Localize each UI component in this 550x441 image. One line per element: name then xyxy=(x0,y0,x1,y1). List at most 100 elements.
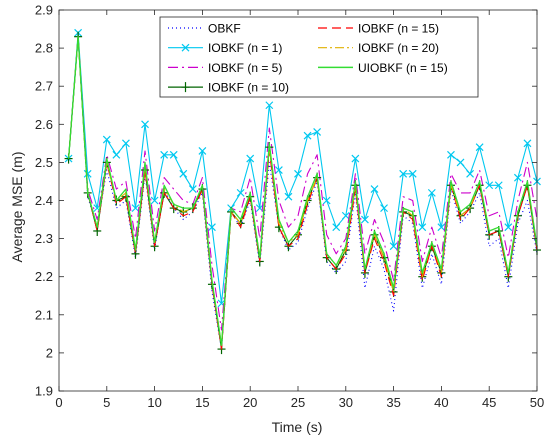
point-stroke xyxy=(322,196,331,205)
x-tick-label: 35 xyxy=(386,395,400,410)
x-tick-label: 5 xyxy=(103,395,110,410)
data-point xyxy=(360,215,369,224)
data-point xyxy=(341,211,350,220)
data-point xyxy=(246,154,255,163)
point-stroke xyxy=(360,215,369,224)
plot-area xyxy=(64,28,541,355)
point-stroke xyxy=(427,188,436,197)
point-stroke xyxy=(246,154,255,163)
data-point xyxy=(322,196,331,205)
y-tick-label: 2.9 xyxy=(35,3,53,18)
legend-label: OBKF xyxy=(208,22,241,36)
legend-label: IOBKF (n = 1) xyxy=(208,41,282,55)
data-point xyxy=(485,181,494,190)
x-tick-label: 50 xyxy=(530,395,544,410)
point-stroke xyxy=(370,185,379,193)
point-stroke xyxy=(265,101,274,110)
legend-entry: IOBKF (n = 10) xyxy=(168,81,289,95)
data-point xyxy=(188,185,197,193)
point-stroke xyxy=(303,131,312,140)
point-stroke xyxy=(274,166,283,174)
y-tick-label: 2.2 xyxy=(35,269,53,284)
point-stroke xyxy=(102,135,111,144)
x-tick-label: 30 xyxy=(339,395,353,410)
point-stroke xyxy=(160,150,169,159)
data-point xyxy=(179,169,188,178)
y-tick-label: 2.3 xyxy=(35,231,53,246)
data-point xyxy=(208,223,216,232)
legend-label: IOBKF (n = 15) xyxy=(358,22,439,36)
y-tick-label: 2.1 xyxy=(35,307,53,322)
data-point xyxy=(408,169,417,178)
data-point xyxy=(236,188,245,197)
point-stroke xyxy=(418,223,427,232)
legend-marker xyxy=(181,43,190,52)
data-point xyxy=(380,204,388,213)
x-tick-label: 15 xyxy=(195,395,209,410)
point-stroke xyxy=(437,223,446,232)
data-point xyxy=(274,166,283,174)
x-tick-label: 40 xyxy=(434,395,448,410)
data-point xyxy=(494,181,503,190)
point-stroke xyxy=(188,185,197,193)
point-stroke xyxy=(513,173,522,182)
legend-entry: UIOBKF (n = 15) xyxy=(318,61,448,75)
point-stroke xyxy=(150,196,159,205)
data-point xyxy=(131,204,140,213)
point-stroke xyxy=(284,192,293,201)
point-stroke xyxy=(408,169,417,178)
x-tick-label: 25 xyxy=(291,395,305,410)
data-point xyxy=(389,242,398,251)
point-stroke xyxy=(466,169,475,178)
data-point xyxy=(265,101,274,110)
x-axis-label: Time (s) xyxy=(272,419,323,435)
legend-label: UIOBKF (n = 15) xyxy=(358,61,448,75)
point-stroke xyxy=(389,242,398,251)
point-stroke xyxy=(121,139,130,148)
point-stroke xyxy=(341,211,350,220)
point-stroke xyxy=(83,169,92,178)
data-point xyxy=(523,139,532,148)
data-point xyxy=(284,192,293,201)
legend-label: IOBKF (n = 20) xyxy=(358,41,439,55)
data-point xyxy=(121,139,130,148)
legend-label: IOBKF (n = 5) xyxy=(208,61,282,75)
legend-entry: OBKF xyxy=(168,22,241,36)
data-point xyxy=(303,131,312,140)
data-point xyxy=(466,169,475,178)
point-stroke xyxy=(456,158,465,167)
data-point xyxy=(332,223,341,232)
point-stroke xyxy=(485,181,494,190)
axes: 0 5 10 15 20 25 30 35 40 45 50 1.9 2 2.1 2.2 2.3 2.4 2.5 2… xyxy=(35,3,544,411)
y-tick-label: 2.4 xyxy=(35,193,53,208)
data-point xyxy=(198,147,207,155)
y-tick-label: 1.9 xyxy=(35,384,53,399)
point-stroke xyxy=(179,169,188,178)
data-point xyxy=(102,135,111,144)
data-point xyxy=(437,223,446,232)
point-stroke xyxy=(198,147,207,155)
point-stroke xyxy=(313,127,322,136)
x-tick-label: 45 xyxy=(482,395,496,410)
point-stroke xyxy=(504,223,513,232)
data-point xyxy=(399,169,408,178)
y-tick-label: 2.5 xyxy=(35,155,53,170)
data-point xyxy=(160,150,169,159)
data-point xyxy=(418,223,427,232)
data-point xyxy=(150,196,159,205)
point-stroke xyxy=(112,150,121,159)
series-line-6 xyxy=(67,36,538,346)
point-stroke xyxy=(208,223,216,232)
data-point xyxy=(112,150,121,159)
data-point xyxy=(351,154,360,163)
y-axis-label: Average MSE (m) xyxy=(9,152,25,263)
point-stroke xyxy=(494,181,503,190)
x-tick-label: 10 xyxy=(147,395,161,410)
series-line-4 xyxy=(68,36,538,350)
data-point xyxy=(504,223,513,232)
data-point xyxy=(447,150,455,159)
x-tick-label: 20 xyxy=(243,395,257,410)
point-stroke xyxy=(141,120,149,129)
y-tick-label: 2.6 xyxy=(35,117,53,132)
